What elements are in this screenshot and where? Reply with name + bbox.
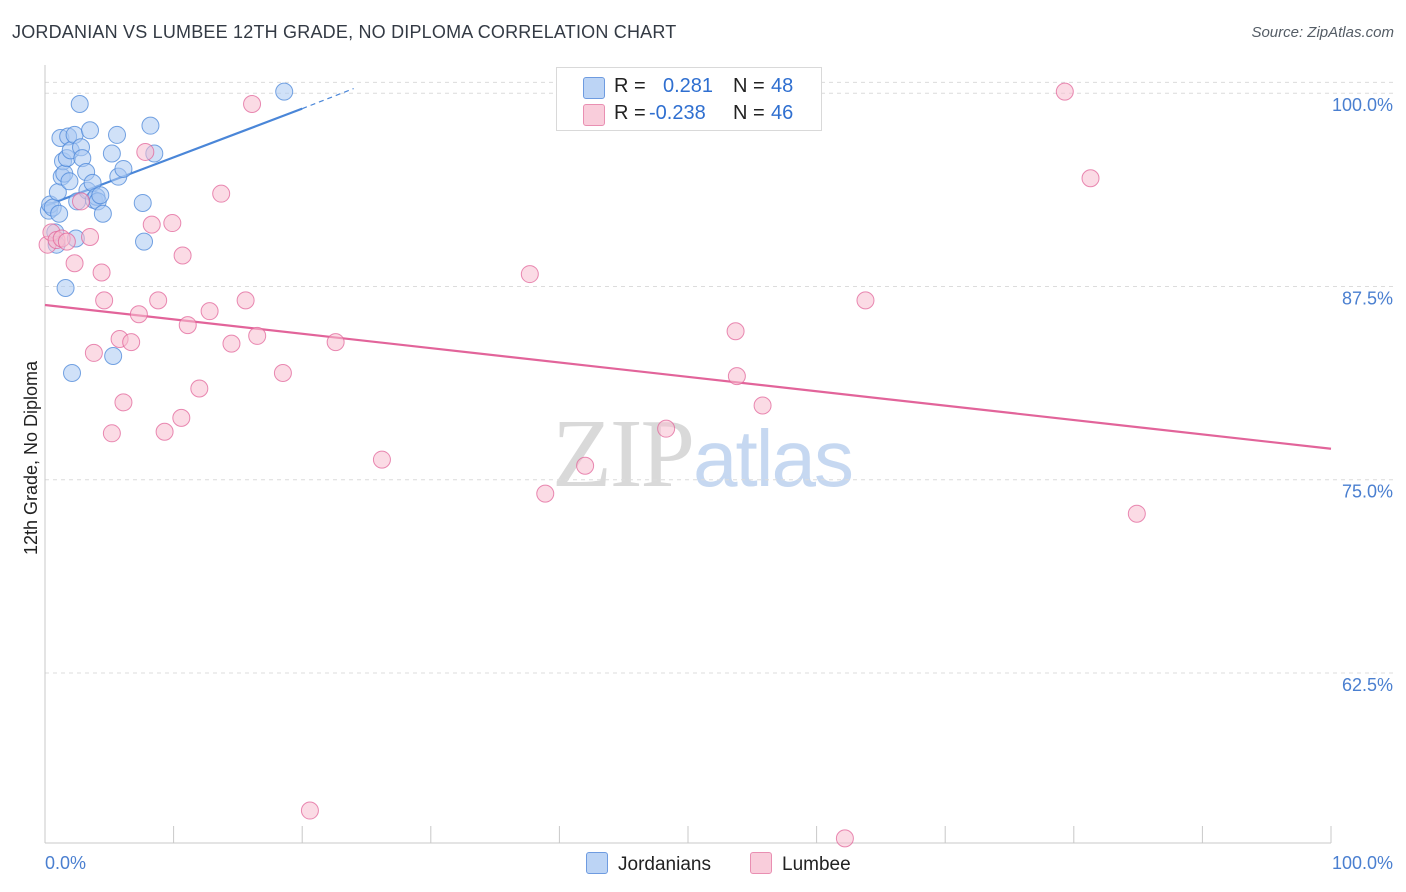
legend-label-lumbee: Lumbee xyxy=(782,854,851,875)
y-tick-label: 87.5% xyxy=(1342,288,1393,308)
data-point xyxy=(173,246,192,265)
legend-r-label: R = xyxy=(614,102,646,124)
data-point xyxy=(114,393,133,412)
data-point xyxy=(114,159,133,178)
axis-labels: 62.5% 75.0% 87.5% 100.0% 0.0% 100.0% 12th Grad… xyxy=(21,95,1393,873)
trend-lines xyxy=(44,87,1332,450)
data-point xyxy=(136,142,155,161)
trend-line-lumbee xyxy=(44,303,1332,450)
series-lumbee xyxy=(38,82,1146,848)
data-point xyxy=(70,95,89,114)
data-point xyxy=(236,291,255,310)
data-point xyxy=(178,316,197,335)
data-point xyxy=(172,408,191,427)
data-point xyxy=(102,144,121,163)
data-point xyxy=(50,204,69,223)
x-tick-label: 0.0% xyxy=(45,853,86,873)
data-point xyxy=(93,204,112,223)
legend-swatch-lumbee xyxy=(750,852,772,874)
data-point xyxy=(129,305,148,324)
data-point xyxy=(200,302,219,321)
legend-n-value: 46 xyxy=(771,102,794,124)
data-point xyxy=(372,450,391,469)
data-point xyxy=(275,82,294,101)
legend-swatch-jordanians xyxy=(583,77,605,99)
data-point xyxy=(1055,82,1074,101)
data-point xyxy=(122,333,141,352)
watermark-atlas: atlas xyxy=(693,414,854,503)
gridlines xyxy=(45,81,1393,674)
data-point xyxy=(108,125,127,144)
data-points xyxy=(38,82,1146,848)
x-tick-label: 100.0% xyxy=(1332,853,1393,873)
legend-item-jordanians: Jordanians xyxy=(586,852,711,876)
data-point xyxy=(92,263,111,282)
legend-n-value: 48 xyxy=(771,75,794,97)
data-point xyxy=(60,172,79,191)
data-point xyxy=(91,186,110,205)
data-point xyxy=(727,367,746,386)
data-point xyxy=(84,343,103,362)
data-point xyxy=(72,192,91,211)
source-label: Source: ZipAtlas.com xyxy=(1251,24,1394,41)
data-point xyxy=(104,347,123,366)
legend-swatch-lumbee xyxy=(583,104,605,126)
data-point xyxy=(657,419,676,438)
data-point xyxy=(222,334,241,353)
data-point xyxy=(102,424,121,443)
data-point xyxy=(63,364,82,383)
legend-r-value: 0.281 xyxy=(663,75,714,97)
data-point xyxy=(141,116,160,135)
data-point xyxy=(248,326,267,345)
data-point xyxy=(243,95,262,114)
y-tick-label: 100.0% xyxy=(1332,95,1393,115)
legend-label-jordanians: Jordanians xyxy=(618,854,711,875)
data-point xyxy=(536,484,555,503)
data-point xyxy=(753,396,772,415)
data-point xyxy=(57,232,76,251)
data-point xyxy=(726,322,745,341)
data-point xyxy=(190,379,209,398)
y-tick-label: 75.0% xyxy=(1342,482,1393,502)
trend-line-extension xyxy=(301,87,354,110)
data-point xyxy=(95,291,114,310)
data-point xyxy=(81,121,100,140)
data-point xyxy=(576,456,595,475)
data-point xyxy=(273,364,292,383)
watermark-zip: ZIP xyxy=(552,400,695,508)
legend-n-label: N = xyxy=(733,102,765,124)
data-point xyxy=(81,227,100,246)
y-axis-label: 12th Grade, No Diploma xyxy=(21,360,41,555)
legend-swatch-jordanians xyxy=(586,852,608,874)
chart-title: JORDANIAN VS LUMBEE 12TH GRADE, NO DIPLO… xyxy=(12,22,677,42)
y-tick-label: 62.5% xyxy=(1342,675,1393,695)
data-point xyxy=(212,184,231,203)
data-point xyxy=(1127,504,1146,523)
watermark: ZIPatlas xyxy=(552,396,854,510)
data-point xyxy=(856,291,875,310)
data-point xyxy=(155,422,174,441)
data-point xyxy=(520,265,539,284)
data-point xyxy=(56,278,75,297)
data-point xyxy=(149,291,168,310)
legend-item-lumbee: Lumbee xyxy=(750,852,851,876)
data-point xyxy=(65,254,84,273)
correlation-legend: R = 0.281 N = 48 R = -0.238 N = 46 xyxy=(556,67,822,131)
data-point xyxy=(300,801,319,820)
legend-n-label: N = xyxy=(733,75,765,97)
axes xyxy=(44,65,1332,844)
legend-r-label: R = xyxy=(614,75,646,97)
data-point xyxy=(835,829,854,848)
data-point xyxy=(133,193,152,212)
data-point xyxy=(142,215,161,234)
data-point xyxy=(135,232,154,251)
legend-r-value: -0.238 xyxy=(649,102,706,124)
data-point xyxy=(1081,169,1100,188)
data-point xyxy=(326,333,345,352)
data-point xyxy=(163,214,182,233)
